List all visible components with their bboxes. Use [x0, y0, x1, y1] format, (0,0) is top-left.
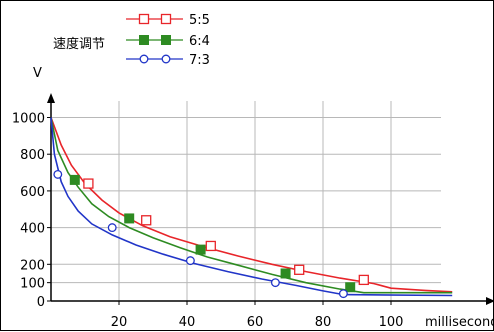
legend-item: 7:3: [126, 53, 210, 68]
data-point: [294, 264, 305, 275]
data-point: [124, 213, 135, 224]
plot-area: [51, 101, 493, 301]
data-point: [53, 169, 63, 179]
x-tick-label: 100: [379, 315, 404, 330]
data-point: [83, 178, 94, 189]
grid-lines: [51, 101, 441, 301]
x-axis-label: millisecond: [425, 315, 494, 330]
y-tick-label: 1000: [12, 112, 45, 127]
data-point: [345, 282, 356, 293]
axes: [47, 93, 494, 305]
legend-marker: [161, 54, 171, 64]
legend-label: 5:5: [189, 13, 210, 28]
legend: 速度调节 5:5 6:4 7:3: [53, 13, 210, 68]
y-tick-label: 0: [37, 295, 45, 310]
data-point: [141, 215, 152, 226]
data-point: [107, 223, 117, 233]
series-line: [50, 117, 453, 297]
series-group: [50, 117, 453, 299]
y-tick-label: 100: [20, 277, 45, 292]
data-point: [185, 256, 195, 266]
legend-marker: [139, 35, 149, 45]
y-tick-label: 600: [20, 185, 45, 200]
y-axis-arrow: [47, 93, 55, 103]
legend-item: 5:5: [126, 13, 210, 28]
legend-marker: [138, 13, 150, 25]
y-axis-label: V: [33, 66, 42, 81]
data-point: [338, 289, 348, 299]
data-point: [69, 174, 80, 185]
series-2: [50, 117, 453, 299]
data-point: [358, 274, 369, 286]
y-tick-label: 800: [20, 148, 45, 163]
legend-label: 7:3: [189, 53, 210, 68]
y-tick-label: 400: [20, 222, 45, 237]
x-tick-label: 20: [111, 315, 128, 330]
legend-item: 6:4: [126, 34, 210, 49]
data-point: [195, 244, 206, 255]
legend-marker: [160, 13, 172, 25]
x-axis-arrow: [486, 297, 494, 305]
legend-marker: [161, 35, 171, 45]
x-tick-label: 60: [247, 315, 264, 330]
data-point: [280, 268, 291, 279]
series-1: [50, 117, 453, 294]
y-tick-label: 200: [20, 258, 45, 273]
legend-marker: [139, 54, 149, 64]
x-tick-label: 40: [179, 315, 196, 330]
legend-label: 6:4: [189, 34, 210, 49]
x-tick-label: 80: [315, 315, 332, 330]
data-point: [270, 278, 280, 288]
legend-title: 速度调节: [53, 36, 105, 52]
data-point: [205, 240, 216, 252]
